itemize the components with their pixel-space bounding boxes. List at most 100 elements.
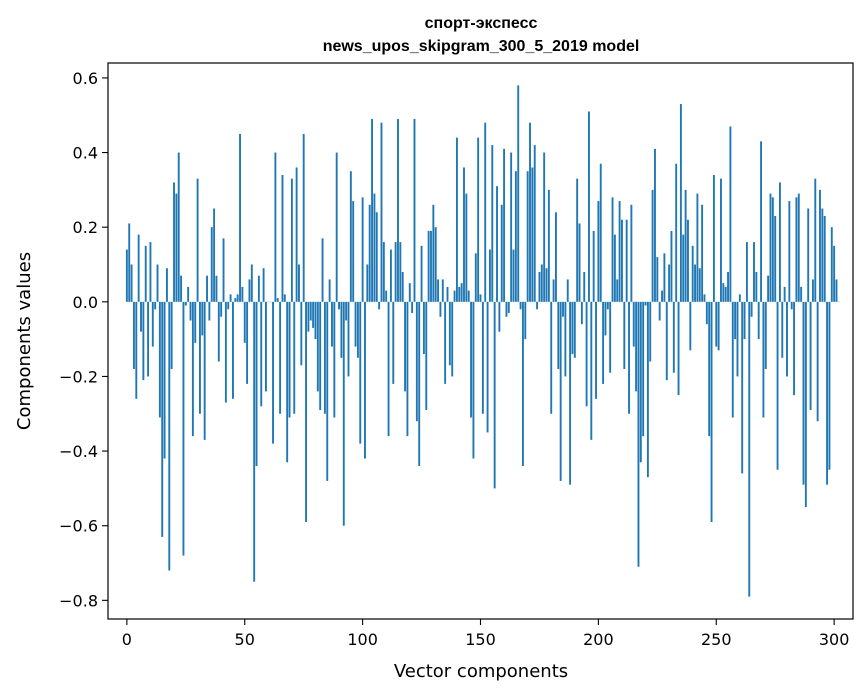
bar-component-28 bbox=[191, 301, 194, 437]
bar-component-156 bbox=[493, 301, 496, 489]
bar-component-34 bbox=[206, 275, 208, 302]
bar-component-71 bbox=[293, 301, 296, 414]
bar-component-204 bbox=[606, 301, 609, 310]
bar-component-43 bbox=[227, 301, 230, 310]
bar-component-193 bbox=[580, 301, 583, 325]
bar-component-142 bbox=[460, 283, 463, 302]
bar-component-109 bbox=[382, 242, 385, 302]
bar-component-126 bbox=[422, 301, 425, 355]
bar-component-87 bbox=[331, 301, 333, 347]
bar-component-286 bbox=[800, 286, 803, 302]
bar-component-41 bbox=[222, 238, 225, 302]
bar-component-179 bbox=[547, 189, 550, 302]
bar-component-237 bbox=[684, 189, 687, 302]
bar-component-4 bbox=[135, 301, 138, 399]
bar-component-294 bbox=[819, 189, 821, 302]
bar-component-160 bbox=[503, 148, 506, 302]
bar-component-233 bbox=[675, 163, 678, 302]
bar-component-29 bbox=[194, 301, 197, 343]
bar-component-174 bbox=[536, 301, 539, 310]
bar-component-95 bbox=[349, 171, 352, 302]
bar-component-128 bbox=[427, 230, 430, 302]
bar-component-54 bbox=[253, 301, 256, 582]
bar-component-232 bbox=[672, 301, 675, 373]
bar-component-215 bbox=[632, 301, 635, 347]
chart-title: спорт-экспесс bbox=[425, 15, 538, 32]
bar-component-91 bbox=[340, 301, 343, 358]
bar-component-191 bbox=[576, 178, 579, 302]
bar-component-120 bbox=[408, 283, 411, 302]
bar-component-93 bbox=[345, 301, 348, 321]
bar-component-297 bbox=[826, 301, 829, 485]
bar-component-288 bbox=[804, 301, 807, 508]
bar-component-242 bbox=[696, 193, 699, 302]
bar-component-280 bbox=[786, 301, 788, 377]
bar-component-260 bbox=[738, 294, 741, 302]
bar-component-106 bbox=[375, 212, 378, 302]
bar-component-247 bbox=[708, 301, 711, 437]
bar-component-17 bbox=[166, 268, 168, 302]
bar-component-219 bbox=[642, 301, 645, 437]
bar-component-166 bbox=[517, 85, 520, 302]
bar-component-175 bbox=[538, 271, 541, 302]
bar-component-94 bbox=[347, 301, 350, 377]
bar-component-90 bbox=[338, 301, 340, 310]
chart-subtitle: news_upos_skipgram_300_5_2019 model bbox=[323, 38, 640, 55]
y-tick-label: −0.6 bbox=[59, 517, 98, 536]
bar-component-115 bbox=[397, 118, 399, 302]
bar-component-246 bbox=[705, 301, 708, 325]
bar-component-165 bbox=[514, 171, 517, 302]
bar-component-147 bbox=[472, 301, 475, 459]
bar-component-207 bbox=[613, 234, 616, 302]
bar-component-298 bbox=[828, 301, 831, 470]
bar-component-278 bbox=[781, 301, 784, 358]
bar-component-53 bbox=[250, 264, 253, 302]
bar-component-205 bbox=[609, 301, 612, 373]
bar-component-268 bbox=[757, 301, 760, 340]
bar-component-275 bbox=[774, 215, 777, 302]
bar-component-0 bbox=[125, 249, 128, 302]
bar-component-19 bbox=[170, 301, 173, 369]
bar-component-48 bbox=[239, 133, 241, 302]
y-axis-label: Components values bbox=[14, 252, 35, 430]
bar-component-201 bbox=[599, 163, 602, 302]
bar-component-129 bbox=[430, 230, 432, 302]
bar-component-186 bbox=[564, 301, 567, 377]
bar-component-265 bbox=[750, 301, 753, 317]
bar-component-97 bbox=[354, 301, 357, 347]
bar-component-176 bbox=[540, 264, 543, 302]
bar-component-285 bbox=[797, 193, 800, 302]
y-tick-label: 0.4 bbox=[73, 144, 98, 163]
bar-component-271 bbox=[764, 301, 767, 369]
bar-component-78 bbox=[309, 301, 312, 321]
bar-component-40 bbox=[220, 301, 223, 317]
plot-frame bbox=[107, 62, 854, 620]
bars-group bbox=[125, 85, 840, 597]
bar-component-108 bbox=[380, 122, 383, 302]
bar-component-171 bbox=[529, 122, 531, 302]
bar-component-184 bbox=[559, 301, 562, 481]
bar-component-264 bbox=[748, 301, 751, 597]
bar-component-51 bbox=[246, 301, 249, 384]
bar-component-252 bbox=[720, 178, 722, 302]
bar-component-245 bbox=[703, 294, 706, 302]
bar-component-196 bbox=[588, 111, 590, 302]
bar-component-39 bbox=[217, 301, 220, 362]
bar-component-35 bbox=[208, 301, 211, 321]
bar-component-281 bbox=[788, 201, 791, 302]
bar-component-25 bbox=[184, 301, 187, 306]
bar-component-37 bbox=[213, 208, 216, 302]
bar-component-255 bbox=[727, 271, 729, 302]
bar-component-122 bbox=[413, 118, 416, 302]
bar-component-173 bbox=[533, 145, 536, 302]
bar-component-270 bbox=[762, 301, 765, 418]
bar-component-114 bbox=[394, 242, 397, 302]
bar-component-195 bbox=[585, 301, 588, 407]
bar-component-99 bbox=[359, 301, 362, 444]
bar-component-190 bbox=[573, 301, 576, 358]
bar-component-249 bbox=[712, 174, 715, 302]
bar-component-65 bbox=[279, 301, 282, 414]
bar-component-253 bbox=[722, 283, 725, 302]
bar-component-84 bbox=[323, 301, 326, 414]
bar-component-74 bbox=[300, 301, 303, 366]
